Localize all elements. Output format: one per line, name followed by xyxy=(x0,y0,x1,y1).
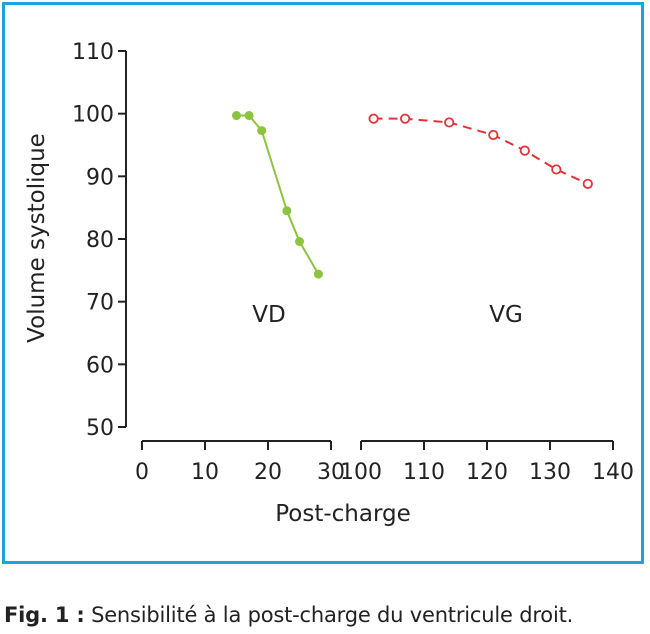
x-tick-label: 100 xyxy=(340,460,382,485)
data-point xyxy=(369,114,377,122)
y-tick-label: 70 xyxy=(86,291,114,316)
x-tick-label: 10 xyxy=(191,460,219,485)
caption-text: Sensibilité à la post-charge du ventricu… xyxy=(85,603,574,627)
x-tick-label: 0 xyxy=(135,460,149,485)
data-point xyxy=(489,131,497,139)
x-tick-label: 110 xyxy=(403,460,445,485)
data-point xyxy=(401,114,409,122)
series-vd xyxy=(233,112,323,279)
y-tick-label: 90 xyxy=(86,165,114,190)
series-vg xyxy=(369,114,592,188)
y-axis-label: Volume systolique xyxy=(24,133,50,343)
x-tick-label: 130 xyxy=(529,460,571,485)
x-tick-label: 120 xyxy=(466,460,508,485)
series-label-vd: VD xyxy=(252,302,285,328)
data-point xyxy=(233,112,241,120)
data-point xyxy=(283,207,291,215)
data-point xyxy=(584,180,592,188)
data-point xyxy=(258,127,266,135)
y-tick-label: 80 xyxy=(86,228,114,253)
data-point xyxy=(296,238,304,246)
y-tick-label: 100 xyxy=(72,103,114,128)
x-axis-label: Post-charge xyxy=(275,501,411,527)
x-axis-segment-right: 100 110 120 130 140 xyxy=(340,441,634,485)
y-tick-label: 60 xyxy=(86,353,114,378)
figure-caption: Fig. 1 : Sensibilité à la post-charge du… xyxy=(4,603,573,627)
series-line-vd xyxy=(237,116,319,275)
data-point xyxy=(245,112,253,120)
caption-label: Fig. 1 : xyxy=(4,603,85,627)
data-point xyxy=(445,118,453,126)
x-axis-segment-left: 0 10 20 30 xyxy=(135,441,345,485)
x-tick-label: 20 xyxy=(254,460,282,485)
series-label-vg: VG xyxy=(489,302,523,328)
y-tick-label: 50 xyxy=(86,416,114,441)
y-axis: 50 60 70 80 90 100 110 xyxy=(72,40,126,441)
x-tick-label: 140 xyxy=(592,460,634,485)
data-point xyxy=(552,165,560,173)
data-point xyxy=(521,146,529,154)
data-point xyxy=(314,270,322,278)
series-layer xyxy=(233,112,593,279)
y-tick-label: 110 xyxy=(72,40,114,65)
